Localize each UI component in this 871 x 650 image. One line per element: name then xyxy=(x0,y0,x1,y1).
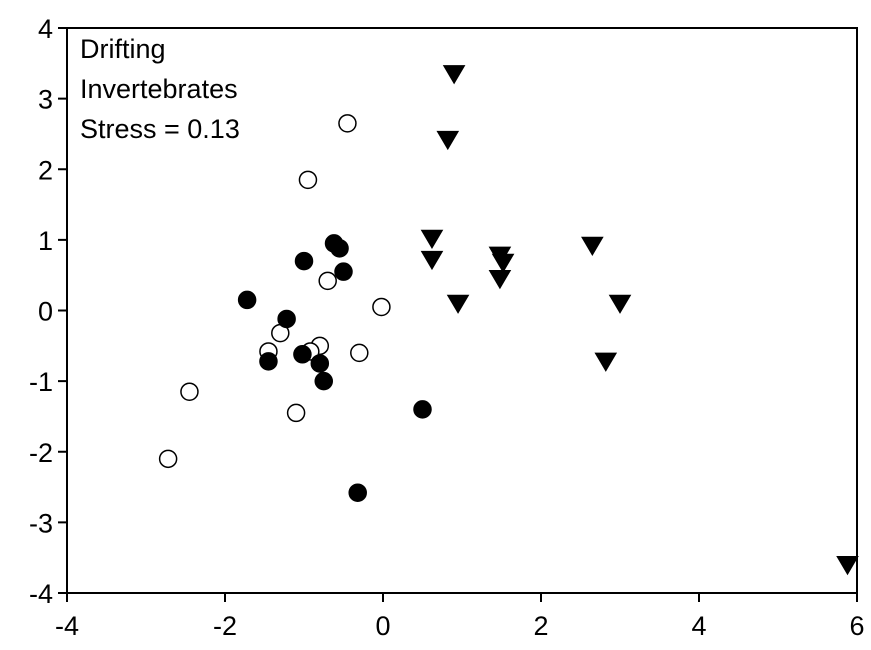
open-circle-point xyxy=(318,271,337,291)
open-circle-point xyxy=(350,343,369,363)
triangle-point xyxy=(420,229,444,249)
triangle-point xyxy=(420,250,444,271)
filled-circle-point xyxy=(259,352,278,371)
triangle-point xyxy=(491,253,515,273)
filled-circle-point xyxy=(348,483,367,502)
triangle-point xyxy=(608,294,632,314)
triangle-point xyxy=(446,294,470,314)
open-circle-point xyxy=(298,170,318,190)
triangle-point xyxy=(442,65,466,85)
open-circle-point xyxy=(286,403,306,423)
filled-circle-point xyxy=(334,262,353,281)
filled-circle-point xyxy=(293,345,312,364)
filled-circle-point xyxy=(330,239,349,258)
open-circle-point xyxy=(158,449,178,469)
data-points xyxy=(158,65,859,576)
x-tick-label: -2 xyxy=(213,611,237,641)
filled-circle-point xyxy=(277,309,296,329)
annotation-line-3: Stress = 0.13 xyxy=(80,114,240,144)
y-tick-label: -1 xyxy=(29,367,53,397)
y-tick-label: -3 xyxy=(29,508,53,538)
open-circle-point xyxy=(338,114,357,133)
y-tick-label: -2 xyxy=(29,438,53,468)
filled-circle-point xyxy=(413,400,432,419)
filled-circle-point xyxy=(294,251,314,271)
y-tick-label: 0 xyxy=(38,297,53,327)
y-tick-label: -4 xyxy=(29,579,53,609)
y-tick-label: 2 xyxy=(38,155,53,185)
triangle-point xyxy=(581,236,604,257)
triangle-point xyxy=(436,130,460,151)
filled-circle-point xyxy=(310,354,330,373)
plot-frame xyxy=(66,27,858,594)
filled-circle-point xyxy=(314,371,333,391)
x-tick-label: 4 xyxy=(691,611,706,641)
triangle-point xyxy=(836,556,859,576)
y-tick-label: 4 xyxy=(38,14,53,44)
filled-circle-point xyxy=(237,290,257,310)
open-circle-point xyxy=(180,382,199,401)
triangle-point xyxy=(594,352,618,372)
open-circle-point xyxy=(372,297,391,317)
annotation-line-2: Invertebrates xyxy=(80,74,238,104)
triangle-point xyxy=(488,269,512,290)
x-tick-label: -4 xyxy=(55,611,79,641)
x-tick-label: 6 xyxy=(849,611,864,641)
annotation-line-1: Drifting xyxy=(80,34,166,64)
y-tick-label: 1 xyxy=(38,226,53,256)
axis-ticks: -4 -2 0 2 4 6 -4 -3 -2 -1 0 1 2 3 4 xyxy=(29,14,865,641)
x-tick-label: 0 xyxy=(375,611,390,641)
y-tick-label: 3 xyxy=(38,85,53,115)
x-tick-label: 2 xyxy=(533,611,548,641)
